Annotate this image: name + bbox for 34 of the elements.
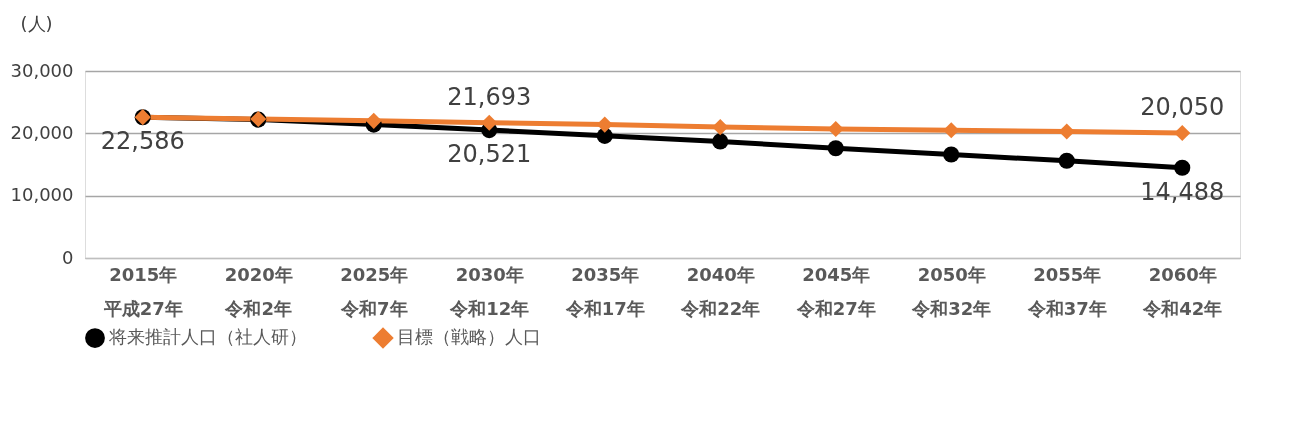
x-tick-label: 2015年平成27年 [102,263,183,319]
x-tick-label: 2060年令和42年 [1142,263,1223,319]
point [1058,152,1075,169]
y-axis-title: (人) [20,12,53,34]
point [596,116,613,133]
x-tick-label: 2050年令和32年 [911,263,992,319]
point [365,112,382,129]
x-tick-label: 2035年令和17年 [564,263,645,319]
x-tick-label: 2040年令和22年 [680,263,761,319]
point [1174,124,1191,142]
point [827,140,844,157]
legend-label: 将来推計人口（社人研） [108,326,307,348]
point [481,114,498,131]
x-tick-label: 2045年令和27年 [795,263,876,319]
point [712,119,729,136]
x-tick-label: 2030年令和12年 [449,263,530,319]
y-tick-label: 20,000 [10,121,74,143]
x-tick-label: 2055年令和37年 [1026,263,1107,319]
point [943,146,960,163]
data-label: 21,693 [447,82,532,111]
y-tick-label: 30,000 [10,59,74,81]
data-label: 22,586 [100,127,185,156]
point [712,133,729,150]
point [943,122,960,139]
data-label: 20,521 [447,140,532,169]
y-tick-label: 0 [62,246,74,268]
point [1174,159,1191,176]
legend-label: 目標（戦略）人口 [397,326,541,348]
y-tick-label: 10,000 [10,184,74,206]
data-label: 14,488 [1140,177,1225,206]
x-tick-label: 2025年令和7年 [339,263,409,319]
data-label: 20,050 [1140,93,1225,122]
x-tick-label: 2020年令和2年 [224,263,293,319]
point [827,120,844,138]
